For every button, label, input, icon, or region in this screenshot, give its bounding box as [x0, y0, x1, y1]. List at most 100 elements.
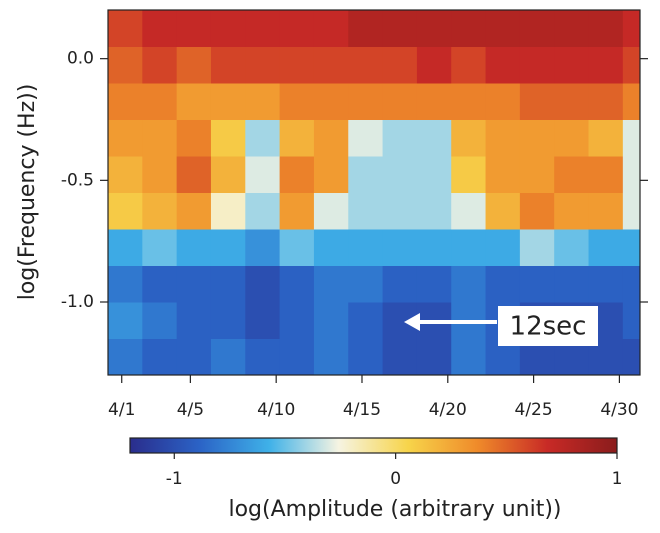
heatmap-cell	[416, 156, 452, 193]
heatmap-cell	[348, 302, 384, 339]
heatmap-cell	[245, 156, 281, 193]
heatmap-cell	[348, 229, 384, 266]
heatmap-cell	[108, 46, 143, 84]
heatmap-cell	[588, 192, 624, 230]
heatmap-cell	[279, 265, 315, 303]
heatmap-cell	[382, 229, 418, 266]
heatmap-cell	[279, 46, 315, 84]
heatmap-cell	[588, 10, 624, 47]
heatmap-cell	[142, 83, 178, 120]
heatmap-cell	[245, 302, 281, 339]
heatmap-cell	[485, 83, 521, 120]
heatmap-cell	[176, 192, 212, 230]
y-tick-label: 0.0	[67, 49, 94, 69]
heatmap-cell	[588, 156, 624, 193]
heatmap-cell	[142, 10, 178, 47]
heatmap-cell	[416, 119, 452, 157]
heatmap-cell	[382, 119, 418, 157]
heatmap-cell	[313, 46, 349, 84]
heatmap-cell	[210, 338, 246, 376]
heatmap-cell	[588, 46, 624, 84]
heatmap-cell	[142, 338, 178, 376]
heatmap-cell	[108, 10, 143, 47]
colorbar-label: log(Amplitude (arbitrary unit))	[228, 497, 561, 522]
heatmap-cell	[519, 10, 555, 47]
heatmap-cell	[588, 229, 624, 266]
heatmap-cell	[210, 10, 246, 47]
heatmap-cell	[245, 83, 281, 120]
x-tick-label: 4/25	[515, 400, 553, 420]
colorbar-tick-label: -1	[166, 469, 183, 489]
heatmap-cell	[245, 10, 281, 47]
heatmap-cell	[416, 338, 452, 376]
heatmap-cell	[176, 338, 212, 376]
heatmap-cell	[622, 265, 641, 303]
heatmap-cell	[622, 302, 641, 339]
heatmap-cell	[519, 83, 555, 120]
heatmap-cell	[622, 83, 641, 120]
heatmap-cell	[279, 192, 315, 230]
heatmap-cell	[416, 10, 452, 47]
heatmap-cell	[142, 156, 178, 193]
heatmap-cell	[554, 46, 590, 84]
heatmap-cell	[176, 119, 212, 157]
heatmap-cell	[588, 265, 624, 303]
heatmap-cell	[108, 119, 143, 157]
heatmap-cell	[210, 119, 246, 157]
heatmap-cell	[108, 83, 143, 120]
x-tick-label: 4/10	[257, 400, 295, 420]
heatmap-cell	[348, 265, 384, 303]
heatmap-cell	[279, 338, 315, 376]
heatmap-cell	[142, 46, 178, 84]
heatmap-cell	[279, 302, 315, 339]
heatmap-cell	[485, 265, 521, 303]
heatmap-cell	[451, 83, 487, 120]
heatmap-cell	[313, 265, 349, 303]
heatmap-cell	[382, 10, 418, 47]
plot-frame	[107, 9, 641, 376]
heatmap-cell	[279, 10, 315, 47]
heatmap-cell	[210, 302, 246, 339]
heatmap-cell	[382, 192, 418, 230]
heatmap-cell	[313, 10, 349, 47]
heatmap-cell	[245, 338, 281, 376]
heatmap-cell	[313, 338, 349, 376]
heatmap-cell	[245, 229, 281, 266]
heatmap-cell	[554, 229, 590, 266]
heatmap-cell	[451, 10, 487, 47]
annotation-text: 12sec	[510, 312, 587, 342]
heatmap-cell	[519, 229, 555, 266]
heatmap-cell	[554, 119, 590, 157]
heatmap-cell	[519, 46, 555, 84]
heatmap-cell	[554, 265, 590, 303]
heatmap-cell	[245, 46, 281, 84]
heatmap-cell	[622, 119, 641, 157]
heatmap-cell	[622, 192, 641, 230]
heatmap-cell	[313, 119, 349, 157]
heatmap-cell	[451, 229, 487, 266]
colorbar-tick-label: 0	[390, 469, 401, 489]
heatmap-cell	[245, 119, 281, 157]
y-axis-label: log(Frequency (Hz))	[15, 84, 40, 301]
heatmap-cell	[176, 83, 212, 120]
heatmap-cell	[210, 46, 246, 84]
heatmap-cell	[588, 119, 624, 157]
heatmap-cell	[348, 83, 384, 120]
heatmap-cell	[622, 46, 641, 84]
heatmap-cell	[279, 156, 315, 193]
heatmap-cell	[451, 265, 487, 303]
heatmap-cell	[142, 302, 178, 339]
heatmap-cell	[210, 192, 246, 230]
heatmap-cell	[622, 338, 641, 376]
heatmap-cell	[279, 229, 315, 266]
heatmap-cell	[348, 119, 384, 157]
heatmap-cell	[416, 46, 452, 84]
heatmap-cell	[416, 83, 452, 120]
annotation-box	[498, 306, 598, 346]
heatmap-cell	[554, 10, 590, 47]
heatmap-cell	[176, 156, 212, 193]
heatmap-cell	[382, 83, 418, 120]
heatmap-cell	[176, 265, 212, 303]
heatmap-cell	[416, 265, 452, 303]
heatmap-cell	[108, 156, 143, 193]
